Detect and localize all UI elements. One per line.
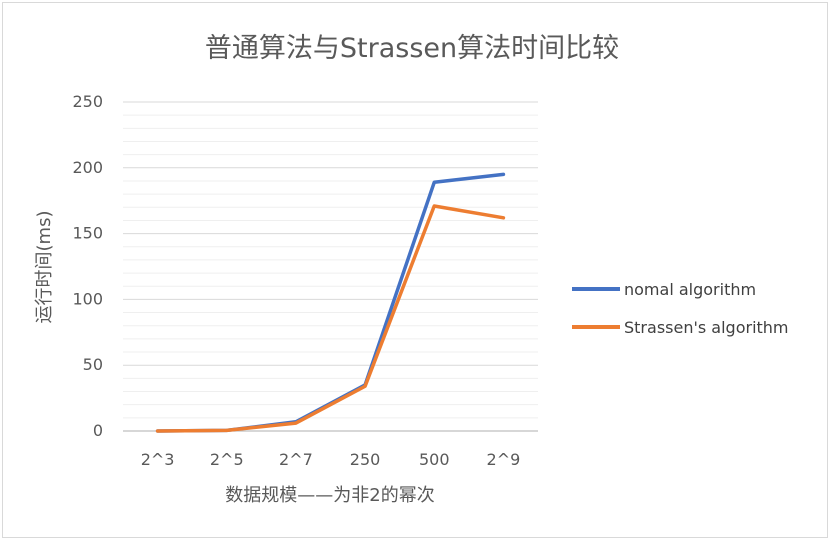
y-tick-label: 100 [72,289,103,308]
legend: nomal algorithm Strassen's algorithm [572,280,789,337]
y-tick-label: 0 [93,421,103,440]
legend-label: Strassen's algorithm [624,318,789,337]
y-tick-label: 150 [72,224,103,243]
y-tick-label: 250 [72,92,103,111]
x-tick-label: 2^9 [487,450,521,469]
x-tick-label: 250 [350,450,381,469]
legend-label: nomal algorithm [624,280,756,299]
chart-title: 普通算法与Strassen算法时间比较 [205,33,619,64]
x-tick-label: 2^5 [210,450,244,469]
series-lines [155,172,506,433]
x-tick-label: 2^3 [141,450,175,469]
series-line-normal [155,172,506,433]
y-axis-ticks: 0 50 100 150 200 250 [72,92,103,440]
series-line-strassen [155,204,506,433]
gridlines [123,101,538,432]
x-axis-title: 数据规模——为非2的幂次 [225,485,434,506]
x-axis-ticks: 2^3 2^5 2^7 250 500 2^9 [141,450,521,469]
y-axis-title: 运行时间(ms) [34,211,55,324]
chart-frame [2,2,828,538]
x-tick-label: 500 [419,450,450,469]
y-tick-label: 50 [83,355,103,374]
y-tick-label: 200 [72,158,103,177]
x-tick-label: 2^7 [279,450,313,469]
